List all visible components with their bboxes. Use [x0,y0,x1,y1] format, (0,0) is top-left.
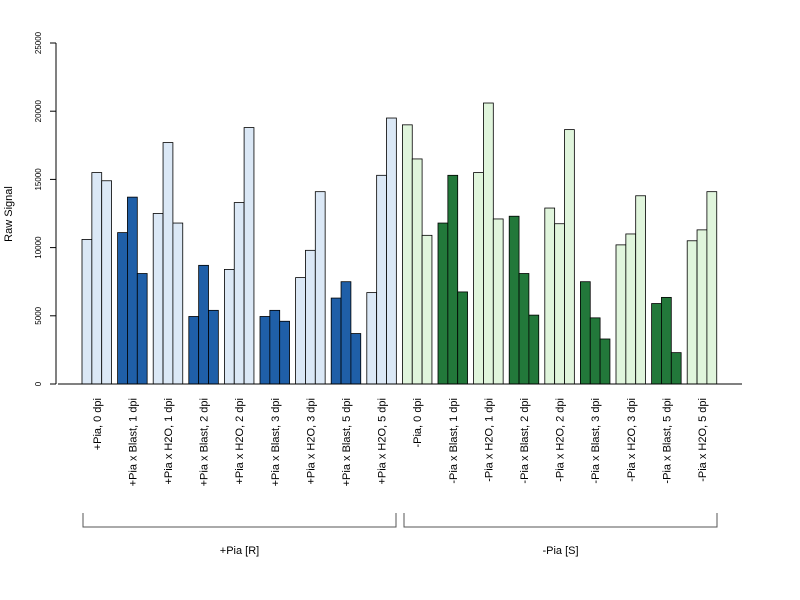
x-tick-label: +Pia x H2O, 2 dpi [234,398,246,485]
x-tick-label: -Pia x H2O, 5 dpi [697,398,709,482]
bar [615,244,627,385]
group-bracket [403,513,718,528]
x-tick-label: +Pia x Blast, 5 dpi [341,398,353,486]
x-tick-label: -Pia x H2O, 1 dpi [483,398,495,482]
bar [101,180,112,385]
bar [305,249,316,385]
x-tick-label: +Pia, 0 dpi [92,398,104,450]
x-tick-label: -Pia x Blast, 3 dpi [590,398,602,484]
bar [599,338,611,385]
bar [437,222,449,385]
y-axis-label: Raw Signal [3,186,15,242]
bar [208,309,219,385]
bar [117,232,128,385]
x-tick-label: -Pia x H2O, 2 dpi [555,398,567,482]
bar [279,320,290,385]
x-tick-label: +Pia x H2O, 3 dpi [305,398,317,485]
bar [91,172,103,385]
y-tick-label: 5000 [34,306,43,324]
x-tick-label: +Pia x H2O, 5 dpi [377,398,389,485]
bar [386,117,397,385]
x-tick-label: -Pia x Blast, 2 dpi [519,398,531,484]
x-tick-labels: +Pia, 0 dpi +Pia x Blast, 1 dpi +Pia x H2O… [92,398,709,486]
x-tick-label: +Pia x Blast, 1 dpi [127,398,139,486]
bar [295,277,306,385]
bar [162,142,174,385]
bar [518,273,530,385]
bar [473,172,484,385]
bar [411,158,423,385]
bar [127,196,138,385]
bar [661,296,672,385]
bar [686,240,698,385]
bar [706,191,718,385]
group-label: +Pia [R] [220,545,259,557]
bar [259,316,271,385]
bar [483,102,494,385]
bar [508,215,520,385]
y-tick-label: 20000 [34,100,43,123]
x-tick-label: -Pia, 0 dpi [412,398,424,448]
bar [243,127,255,385]
bar [580,281,591,385]
bar [172,222,184,385]
bar [625,233,637,385]
bar [589,317,601,385]
y-tick-label: 15000 [34,168,43,191]
bar [269,309,281,385]
bar [635,195,646,385]
x-tick-label: -Pia x Blast, 5 dpi [661,398,673,484]
bar [421,234,433,385]
bar [340,281,352,385]
x-tick-label: +Pia x Blast, 2 dpi [199,398,211,486]
bar [528,314,540,385]
bar [492,218,504,385]
bar [651,303,662,385]
group-brackets: +Pia [R] -Pia [S] [82,513,718,557]
x-tick-label: +Pia x Blast, 3 dpi [270,398,282,486]
bar [457,291,468,385]
group-bracket [82,513,397,528]
bar [198,264,209,385]
bar [233,202,245,385]
bar [554,223,565,385]
x-tick-label: -Pia x H2O, 3 dpi [626,398,638,482]
bar [223,269,235,385]
bar [330,297,342,385]
bar [152,213,164,385]
bar [188,316,200,385]
y-tick-label: 25000 [34,31,43,54]
bar [670,352,682,385]
bar [696,229,708,385]
bar [136,273,148,385]
bar [544,207,556,385]
x-tick-label: +Pia x H2O, 1 dpi [163,398,175,485]
bar [401,124,413,385]
bar [366,292,378,385]
group-label: -Pia [S] [542,545,578,557]
bars [81,102,718,385]
bar [447,174,459,385]
bar [376,174,387,385]
bar [81,239,93,385]
bar [350,333,362,385]
y-axis: 0 5000 10000 15000 20000 25000 [34,31,57,386]
y-tick-label: 10000 [34,236,43,259]
x-tick-label: -Pia x Blast, 1 dpi [448,398,460,484]
bar [564,129,575,385]
y-tick-label: 0 [34,381,43,386]
bar [314,191,326,385]
